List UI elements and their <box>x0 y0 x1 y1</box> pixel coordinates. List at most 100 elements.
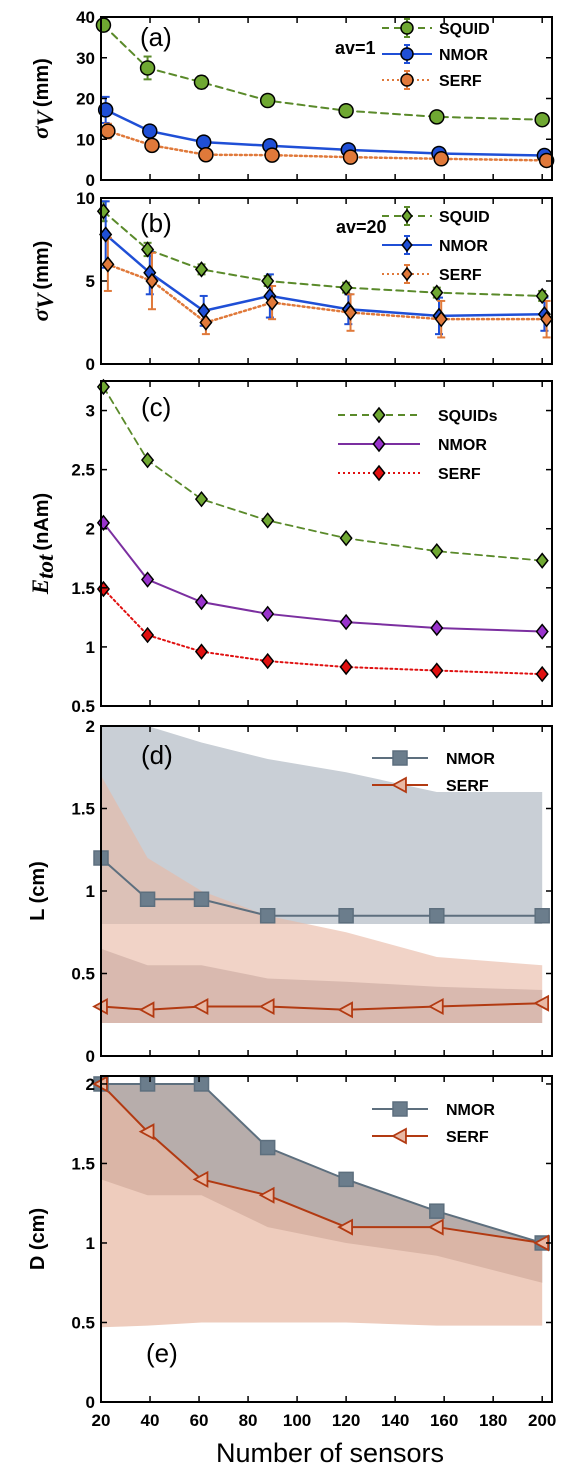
y-tick-label: 1.5 <box>71 1154 95 1173</box>
series-serf-point <box>434 310 448 328</box>
series-nmor-point <box>139 1076 156 1092</box>
y-tick-label: 5 <box>86 272 95 291</box>
y-tick-label: 1 <box>86 1234 95 1253</box>
legend-marker <box>391 1127 407 1145</box>
series-squid-point <box>194 261 209 278</box>
series-squids-point <box>339 529 353 547</box>
series-serf-point <box>538 152 555 169</box>
series-nmor-point <box>97 102 114 118</box>
series-serf-point <box>100 123 116 139</box>
y-tick-label: 20 <box>76 90 95 109</box>
series-nmor-point <box>429 908 445 924</box>
y-tick-label: 1.5 <box>71 579 95 598</box>
series-nmor-point <box>534 908 550 924</box>
series-nmor-point <box>139 891 156 907</box>
series-squids-point <box>194 490 209 508</box>
series-serf-point <box>433 151 449 167</box>
panel-label: (c) <box>141 392 171 422</box>
series-serf-point <box>427 997 444 1016</box>
legend-marker <box>391 776 407 794</box>
y-axis-label-subscript: V <box>33 109 58 126</box>
y-axis-label-unit: (nAm) <box>31 493 53 551</box>
series-serf-point <box>264 147 280 163</box>
series-serf-point <box>198 146 214 163</box>
legend-label: SERF <box>438 466 481 483</box>
series-serf-point <box>138 1123 155 1141</box>
series-nmor-point <box>259 908 276 924</box>
series-nmor-point <box>194 593 209 611</box>
x-tick-label: 140 <box>381 1411 409 1430</box>
legend-label: NMOR <box>438 437 487 454</box>
series-squid-point <box>261 272 275 290</box>
x-tick-label: 160 <box>430 1411 458 1430</box>
legend-label: SERF <box>446 778 489 795</box>
series-serf-point <box>342 149 359 165</box>
y-tick-label: 0.5 <box>71 697 95 716</box>
panel-0: 0 10 20 30 40 σV (mm) (a) av=1 SQUID NMOR SERF <box>28 8 555 190</box>
y-tick-label: 10 <box>76 189 95 208</box>
series-nmor-line <box>102 521 544 633</box>
legend-marker <box>392 750 408 766</box>
series-squid-point <box>95 17 112 33</box>
panel-label: (e) <box>146 1338 178 1368</box>
series-nmor-point <box>259 1139 276 1156</box>
series-nmor-point <box>141 571 155 588</box>
series-nmor-point <box>142 123 158 139</box>
series-serf-point <box>261 652 275 670</box>
panel-label: (b) <box>140 208 172 238</box>
panel-label: (a) <box>140 22 172 52</box>
panel-4: 0 0.5 1 1.5 2 D (cm) (e) NMOR SERF <box>27 1075 553 1412</box>
legend-label: SQUID <box>439 209 490 226</box>
y-tick-label: 0.5 <box>71 965 95 984</box>
series-nmor-point <box>193 1076 210 1092</box>
panel-3-plot-area <box>101 726 544 1023</box>
y-tick-label: 3 <box>86 402 95 421</box>
series-serf-point <box>192 1170 209 1188</box>
y-tick-label: 30 <box>76 49 95 68</box>
series-squid-point <box>430 284 444 301</box>
panel-2: 0.5 1 1.5 2 2.5 3 Etot (nAm) (c) SQUIDs NMOR SERF <box>28 378 553 716</box>
series-serf-point <box>339 658 353 676</box>
series-squid-point <box>96 203 111 220</box>
series-squid-point <box>139 60 156 76</box>
x-tick-label: 200 <box>528 1411 556 1430</box>
series-nmor-point <box>193 891 210 907</box>
y-axis-label-symbol: σ <box>28 308 53 321</box>
y-axis-label: L (cm) <box>27 861 49 921</box>
y-axis-label: D (cm) <box>27 1208 49 1270</box>
legend-label: SQUIDs <box>438 408 498 425</box>
y-axis-label-subscript: V <box>33 292 58 309</box>
x-tick-label: 20 <box>92 1411 111 1430</box>
y-tick-label: 2 <box>86 717 95 736</box>
series-squid-point <box>193 74 210 90</box>
legend-marker <box>400 21 414 35</box>
series-nmor-point <box>197 302 211 320</box>
y-tick-label: 0 <box>86 355 95 374</box>
series-nmor-point <box>338 1171 354 1188</box>
series-squid-point <box>534 111 550 128</box>
y-axis-label: σV (mm) <box>28 241 58 322</box>
panel-3: 0 0.5 1 1.5 2 L (cm) (d) NMOR SERF <box>27 717 553 1066</box>
y-tick-label: 10 <box>76 130 95 149</box>
series-serf-point <box>337 1001 353 1019</box>
legend-label: NMOR <box>439 238 488 255</box>
series-serf-point <box>343 304 358 321</box>
y-tick-label: 1 <box>86 638 95 657</box>
legend-label: NMOR <box>439 47 488 64</box>
y-axis-label-unit: (mm) <box>31 241 53 290</box>
series-nmor-point <box>430 619 444 637</box>
series-serf-point <box>145 272 159 290</box>
series-squids-point <box>430 542 444 560</box>
panel-annotation: av=1 <box>335 38 376 58</box>
series-squids-point <box>261 512 275 529</box>
series-serf-point <box>144 137 160 154</box>
panel-1: 0 5 10 σV (mm) (b) av=20 SQUID NMOR SERF <box>28 189 554 374</box>
legend-label: SERF <box>439 267 482 284</box>
series-serf-point <box>141 626 155 644</box>
band-nmor-range <box>101 726 543 924</box>
y-tick-label: 2 <box>86 1075 95 1094</box>
series-serf-point <box>540 310 554 328</box>
series-serf-point <box>535 665 549 683</box>
series-serf-point <box>192 997 209 1016</box>
